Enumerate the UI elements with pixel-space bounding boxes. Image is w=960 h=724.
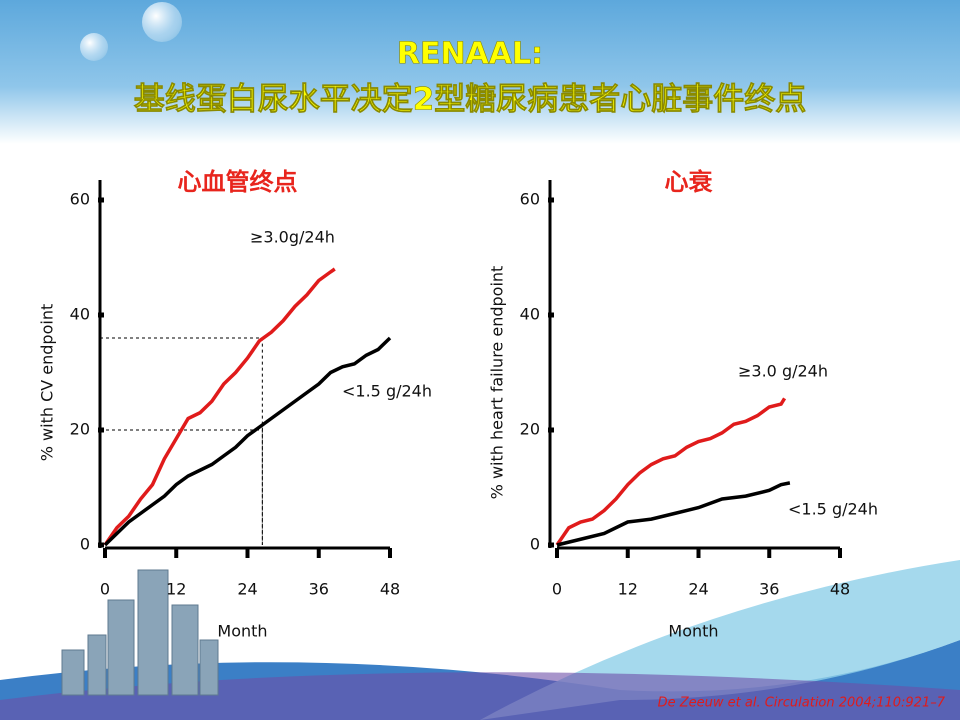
y-tick-label: 0	[80, 535, 90, 554]
series-label: <1.5 g/24h	[788, 500, 878, 519]
bubble	[80, 33, 108, 61]
y-tick-label: 20	[70, 420, 90, 439]
data-line	[103, 267, 336, 546]
chart-title: 心衰	[665, 168, 714, 196]
x-tick-label: 24	[237, 580, 257, 599]
x-tick-label: 24	[688, 580, 708, 599]
bubble	[142, 2, 182, 42]
data-line	[555, 397, 787, 546]
buildings	[61, 569, 219, 696]
y-tick-label: 40	[70, 305, 90, 324]
citation: De Zeeuw et al. Circulation 2004;110:921…	[658, 696, 946, 711]
y-tick-label: 40	[520, 305, 540, 324]
data-line	[556, 481, 791, 547]
x-tick-label: 0	[552, 580, 562, 599]
y-tick-label: 60	[520, 190, 540, 209]
x-tick-label: 36	[309, 580, 329, 599]
x-axis-label: Month	[217, 622, 267, 641]
y-axis-label: % with CV endpoint	[38, 304, 57, 461]
slide-title: 基线蛋白尿水平决定2型糖尿病患者心脏事件终点	[134, 82, 807, 118]
series-label: ≥3.0g/24h	[250, 228, 335, 247]
chart-title: 心血管终点	[178, 168, 298, 196]
x-axis-label: Month	[668, 622, 718, 641]
series-label: <1.5 g/24h	[342, 382, 432, 401]
x-tick-label: 48	[830, 580, 850, 599]
y-axis-label: % with heart failure endpoint	[488, 266, 507, 500]
y-tick-label: 20	[520, 420, 540, 439]
data-line	[103, 336, 392, 547]
y-tick-label: 0	[530, 535, 540, 554]
slide-title: RENAAL:	[397, 37, 543, 72]
wave	[0, 672, 960, 720]
x-tick-label: 12	[166, 580, 186, 599]
x-tick-label: 36	[759, 580, 779, 599]
x-tick-label: 0	[100, 580, 110, 599]
x-tick-label: 12	[618, 580, 638, 599]
series-label: ≥3.0 g/24h	[738, 362, 828, 381]
mask-box	[790, 430, 873, 490]
y-tick-label: 60	[70, 190, 90, 209]
guide-line	[100, 429, 263, 545]
x-tick-label: 48	[380, 580, 400, 599]
